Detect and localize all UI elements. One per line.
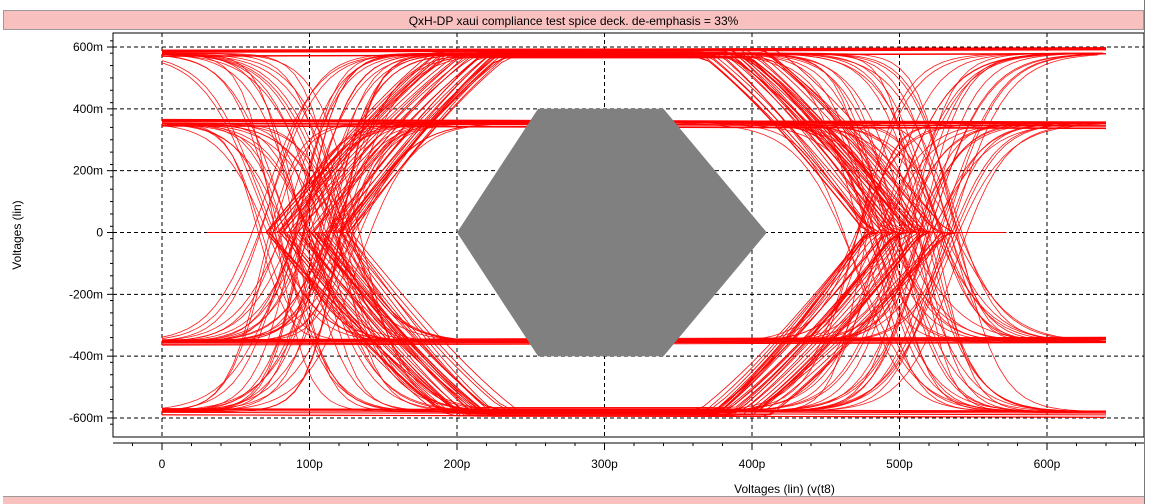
level-trace (161, 414, 1107, 418)
x-tick-label: 100p (296, 457, 323, 471)
eye-trace (253, 52, 927, 233)
x-tick-label: 600p (1034, 457, 1061, 471)
x-tick-label: 500p (886, 457, 913, 471)
x-axis-title: Voltages (lin) (v(t8) (734, 482, 835, 496)
eye-trace (248, 52, 968, 233)
level-trace (161, 408, 1107, 413)
y-tick-label: 400m (73, 102, 103, 116)
level-trace (161, 49, 1107, 53)
title-bar: QxH-DP xaui compliance test spice deck. … (3, 10, 1144, 30)
x-tick-label: 0 (159, 457, 166, 471)
eye-trace (257, 232, 978, 415)
eye-mask-polygon (457, 108, 767, 357)
eye-trace (293, 57, 931, 233)
y-axis-title: Voltages (lin) (10, 200, 24, 269)
eye-trace (225, 232, 922, 413)
eye-trace (281, 232, 919, 410)
y-tick-label: -600m (69, 411, 103, 425)
level-trace (161, 411, 1107, 416)
x-tick-label: 400p (739, 457, 766, 471)
window-edge (1144, 0, 1151, 504)
eye-trace (280, 56, 942, 233)
status-strip (3, 496, 1144, 504)
y-tick-label: 600m (73, 40, 103, 54)
level-trace (161, 410, 1107, 414)
axis-labels: 600m 400m 200m 0 -200m -400m -600m 0 100p 200p 300… (10, 40, 1061, 496)
chart-title: QxH-DP xaui compliance test spice deck. … (408, 14, 739, 28)
eye-trace (252, 232, 949, 408)
level-trace (161, 52, 1107, 57)
y-tick-label: -400m (69, 349, 103, 363)
y-tick-label: 0 (96, 226, 103, 240)
level-trace (161, 47, 1107, 51)
y-tick-label: -200m (69, 287, 103, 301)
x-tick-label: 300p (591, 457, 618, 471)
eye-trace (265, 53, 974, 233)
eye-trace (161, 122, 596, 412)
x-tick-label: 200p (444, 457, 471, 471)
level-trace (161, 48, 1107, 52)
y-tick-label: 200m (73, 164, 103, 178)
eye-mask (457, 108, 767, 357)
